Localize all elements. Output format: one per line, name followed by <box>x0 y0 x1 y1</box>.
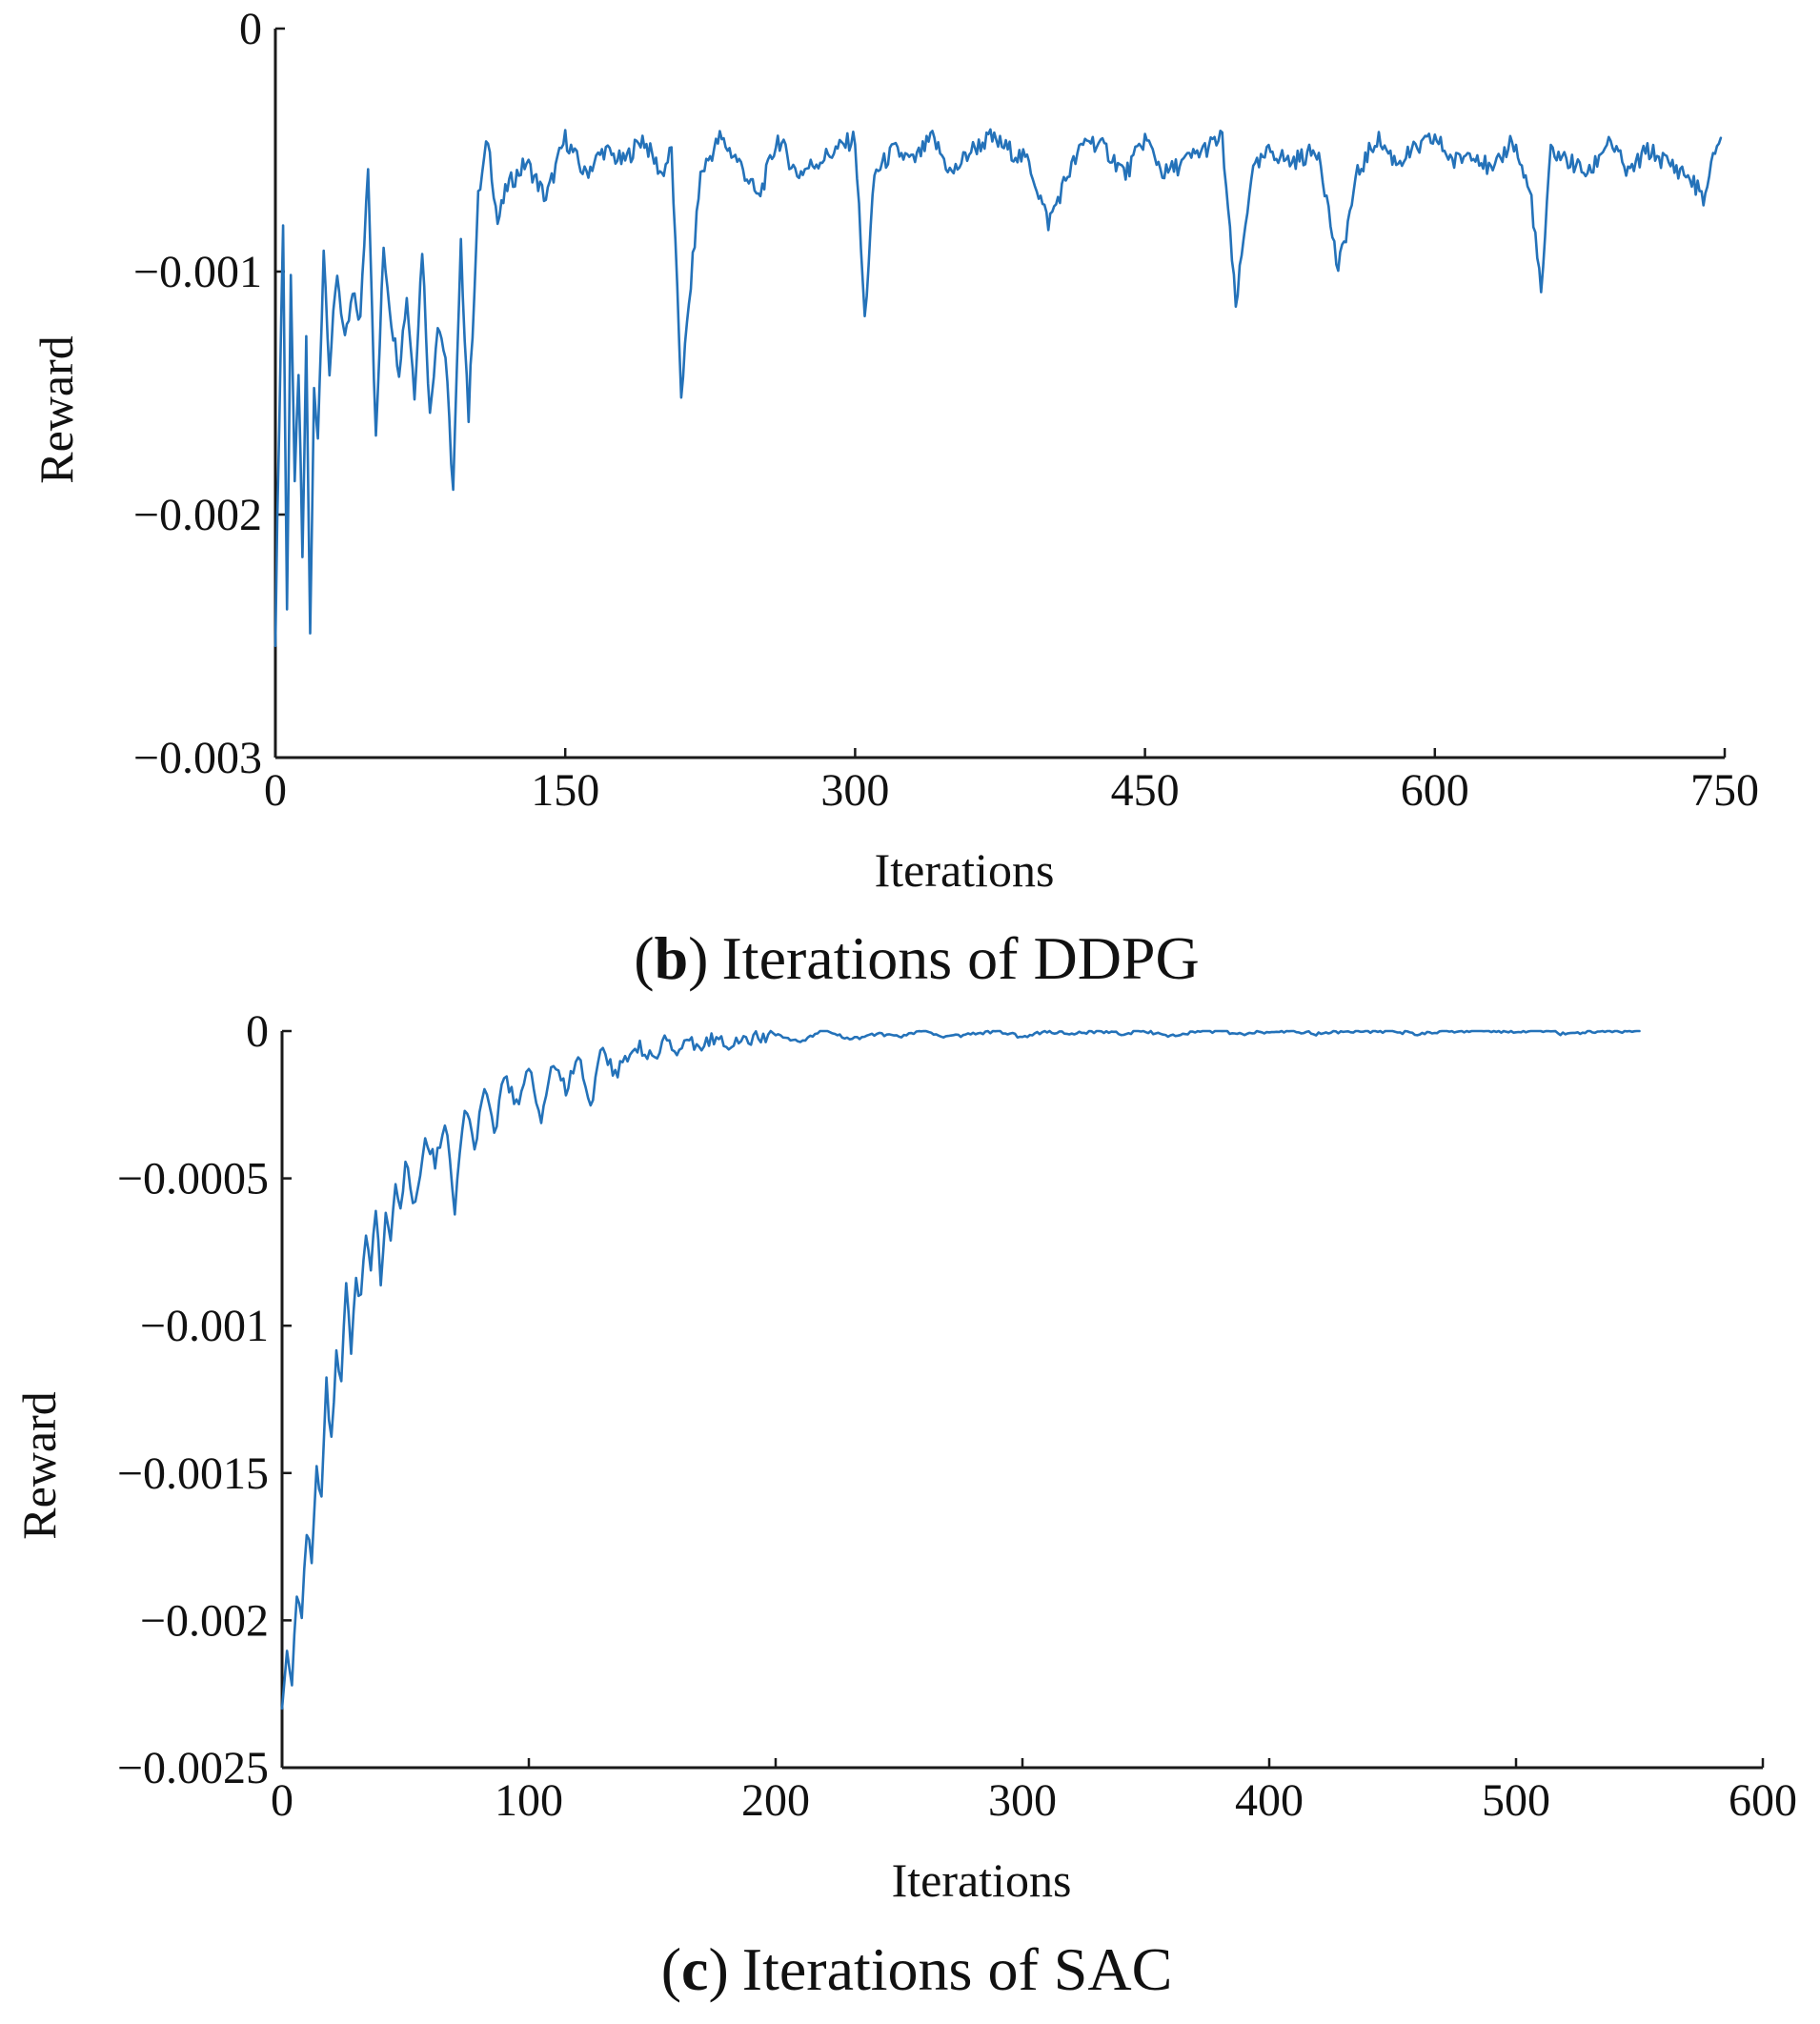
chart-sac-y-tick-label: −0.002 <box>140 1595 269 1646</box>
chart-ddpg-y-tick-label: −0.001 <box>133 247 262 297</box>
chart-sac-y-tick-label: 0 <box>246 1006 269 1057</box>
chart-ddpg-series <box>273 128 1723 647</box>
chart-ddpg-caption-text: Iterations of DDPG <box>721 924 1199 992</box>
chart-sac-x-tick-label: 600 <box>1729 1775 1797 1826</box>
chart-sac-plot: 0 100 200 300 400 500 600 0 −0.0005 −0.001 −0.0015… <box>117 1006 1797 1826</box>
chart-ddpg-ticks: 0 150 300 450 600 750 0 −0.001 −0.002 −0.003 <box>133 4 1759 816</box>
chart-ddpg-x-tick-label: 750 <box>1690 765 1759 816</box>
chart-sac-series-line <box>280 1029 1641 1710</box>
chart-ddpg-x-tick-label: 450 <box>1111 765 1180 816</box>
chart-sac-y-tick-label: −0.0025 <box>117 1743 269 1793</box>
chart-sac-caption-paren-open: ( <box>661 1935 681 2003</box>
chart-ddpg-x-tick-label: 0 <box>264 765 287 816</box>
chart-ddpg-x-tick-label: 300 <box>820 765 889 816</box>
chart-sac: 0 100 200 300 400 500 600 0 −0.0005 −0.001 −0.0015… <box>12 1006 1797 2003</box>
chart-ddpg-y-label: Reward <box>30 335 83 484</box>
chart-sac-x-tick-label: 100 <box>495 1775 563 1826</box>
chart-sac-series <box>280 1029 1641 1710</box>
chart-ddpg-caption-paren-close: ) <box>688 924 708 992</box>
chart-sac-y-label: Reward <box>12 1391 66 1540</box>
chart-sac-x-tick-label: 0 <box>271 1775 293 1826</box>
chart-ddpg-y-tick-label: −0.002 <box>133 490 262 540</box>
chart-sac-caption-text: Iterations of SAC <box>742 1935 1173 2003</box>
chart-sac-x-tick-label: 300 <box>988 1775 1057 1826</box>
chart-sac-x-tick-label: 500 <box>1482 1775 1550 1826</box>
chart-ddpg-caption-letter: b <box>655 924 689 992</box>
chart-ddpg-x-tick-label: 600 <box>1401 765 1469 816</box>
chart-ddpg-y-tick-label: −0.003 <box>133 733 262 783</box>
chart-ddpg-series-line <box>273 128 1723 647</box>
chart-sac-ticks: 0 100 200 300 400 500 600 0 −0.0005 −0.001 −0.0015… <box>117 1006 1797 1826</box>
chart-sac-x-tick-label: 200 <box>741 1775 810 1826</box>
chart-ddpg-plot: 0 150 300 450 600 750 0 −0.001 −0.002 −0.003 <box>133 4 1759 816</box>
chart-sac-x-tick-label: 400 <box>1235 1775 1304 1826</box>
chart-sac-y-tick-label: −0.0005 <box>117 1154 269 1204</box>
chart-ddpg-x-label: Iterations <box>875 843 1055 897</box>
chart-ddpg-caption: (b) Iterations of DDPG <box>634 924 1199 992</box>
chart-sac-caption: (c) Iterations of SAC <box>661 1935 1173 2003</box>
chart-ddpg-x-tick-label: 150 <box>531 765 599 816</box>
chart-ddpg: 0 150 300 450 600 750 0 −0.001 −0.002 −0.003 Iter… <box>30 4 1759 992</box>
chart-ddpg-caption-paren-open: ( <box>634 924 654 992</box>
chart-sac-x-label: Iterations <box>892 1853 1072 1907</box>
chart-ddpg-y-tick-label: 0 <box>239 4 262 54</box>
chart-sac-caption-letter: c <box>681 1935 708 2003</box>
chart-sac-y-tick-label: −0.001 <box>140 1301 269 1351</box>
chart-sac-y-tick-label: −0.0015 <box>117 1448 269 1499</box>
chart-sac-caption-paren-close: ) <box>708 1935 728 2003</box>
